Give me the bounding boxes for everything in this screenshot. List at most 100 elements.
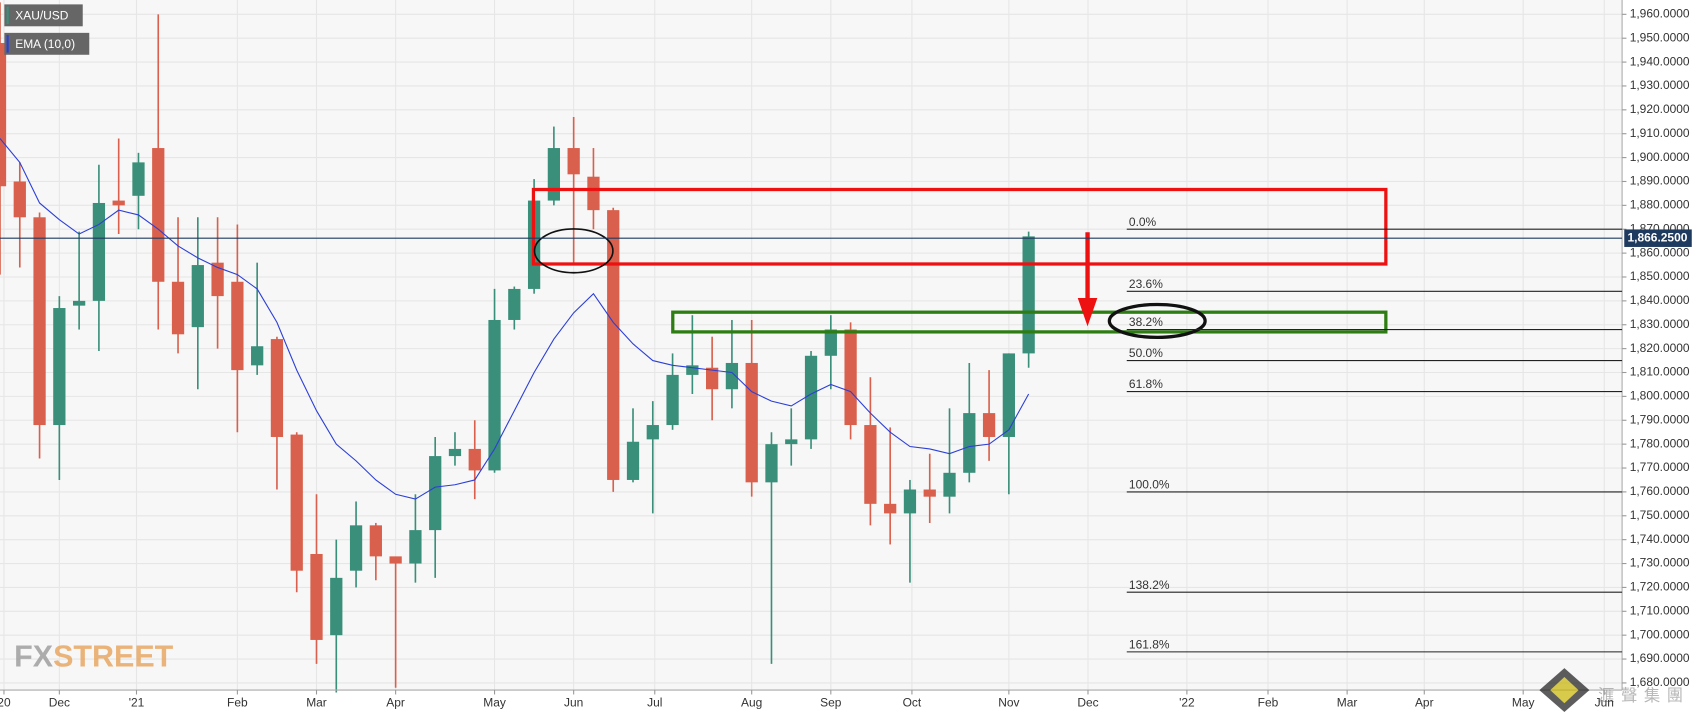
candle-body: [152, 148, 165, 282]
x-tick-label: Nov: [998, 695, 1019, 709]
x-tick-label: Apr: [386, 695, 405, 709]
marks: [0, 2, 1035, 693]
candle-body: [508, 288, 521, 320]
candle-body: [72, 300, 86, 306]
x-tick-label: Jun: [564, 695, 583, 709]
logo-part: FX: [14, 639, 54, 673]
legend-swatch: [6, 35, 9, 53]
candle-body: [251, 346, 264, 366]
candle-body: [587, 176, 600, 211]
x-tick-label: Oct: [903, 695, 922, 709]
x-tick-label: Aug: [741, 695, 762, 709]
x-tick-label: Sep: [820, 695, 842, 709]
candle-body: [706, 367, 719, 390]
candle-body: [132, 162, 145, 196]
x-tick-label: Jul: [647, 695, 662, 709]
y-tick-label: 1,910.0000: [1630, 126, 1690, 140]
y-tick-label: 1,820.0000: [1630, 341, 1690, 355]
candle-body: [745, 362, 758, 483]
y-tick-label: 1,860.0000: [1630, 245, 1690, 259]
legend-swatch: [6, 6, 9, 25]
logo: FXSTREET: [14, 639, 173, 673]
y-tick-label: 1,920.0000: [1630, 102, 1690, 116]
x-tick-label: Feb: [1258, 695, 1279, 709]
y-tick-label: 1,830.0000: [1630, 317, 1690, 331]
candle-body: [270, 339, 284, 437]
candle-body: [666, 374, 679, 426]
y-tick-label: 1,900.0000: [1630, 150, 1690, 164]
ema-line: [0, 138, 1030, 500]
candle-body: [646, 425, 659, 440]
annotations: [531, 187, 1388, 340]
x-tick-label: Dec: [1077, 695, 1098, 709]
candle-body: [686, 365, 699, 375]
candle-body: [844, 329, 857, 426]
candle-body: [1002, 353, 1015, 437]
candle-body: [389, 556, 402, 564]
candle-body: [409, 530, 422, 564]
x-tick-label: 20: [0, 695, 11, 709]
y-tick-label: 1,780.0000: [1630, 436, 1690, 450]
candle-body: [330, 577, 343, 636]
x-tick-label: '21: [129, 695, 145, 709]
y-tick-label: 1,750.0000: [1630, 508, 1690, 522]
candle-body: [448, 448, 462, 457]
candle-body: [1022, 236, 1035, 354]
candle-body: [804, 355, 818, 440]
x-tick-label: Feb: [227, 695, 248, 709]
y-tick-label: 1,790.0000: [1630, 412, 1690, 426]
candle-body: [547, 148, 561, 201]
candle-body: [884, 503, 897, 514]
y-tick-label: 1,960.0000: [1630, 6, 1690, 20]
y-tick-label: 1,760.0000: [1630, 484, 1690, 498]
candle-body: [0, 42, 7, 187]
candle-body: [903, 489, 917, 514]
candle-body: [369, 525, 382, 557]
y-tick-label: 1,850.0000: [1630, 269, 1690, 283]
price-badge: [1624, 229, 1692, 247]
candle-body: [171, 281, 185, 335]
y-tick-label: 1,770.0000: [1630, 460, 1690, 474]
y-tick-label: 1,840.0000: [1630, 293, 1690, 307]
y-tick-label: 1,810.0000: [1630, 365, 1690, 379]
candle-body: [864, 425, 877, 504]
y-tick-label: 1,680.0000: [1630, 675, 1690, 689]
legend-label: EMA (10,0): [15, 37, 75, 51]
candle-body: [963, 413, 976, 473]
candle-body: [33, 217, 46, 426]
y-tick-label: 1,890.0000: [1630, 174, 1690, 188]
candle-body: [290, 434, 303, 571]
fib-label: 138.2%: [1129, 578, 1170, 592]
candle-body: [765, 444, 778, 483]
legend-box: [4, 4, 83, 27]
fib-label: 50.0%: [1129, 346, 1163, 360]
fib-label: 0.0%: [1129, 215, 1157, 229]
fib-label: 100.0%: [1129, 477, 1170, 491]
candle-body: [607, 210, 620, 480]
y-tick-label: 1,700.0000: [1630, 627, 1690, 641]
candle-body: [943, 472, 956, 497]
y-tick-label: 1,940.0000: [1630, 54, 1690, 68]
candle-body: [824, 329, 837, 356]
x-tick-label: Apr: [1415, 695, 1434, 709]
legend: XAU/USD EMA (10,0): [4, 4, 90, 55]
legend-label: XAU/USD: [15, 9, 69, 23]
x-tick-label: Mar: [1337, 695, 1358, 709]
candle-body: [112, 200, 125, 206]
y-tick-label: 1,740.0000: [1630, 532, 1690, 546]
candle-body: [567, 148, 580, 175]
arrow-head: [1077, 297, 1098, 327]
y-tick-label: 1,730.0000: [1630, 556, 1690, 570]
fib-label: 38.2%: [1129, 315, 1163, 329]
y-tick-label: 1,720.0000: [1630, 580, 1690, 594]
y-tick-label: 1,800.0000: [1630, 389, 1690, 403]
candle-body: [725, 362, 739, 390]
candle-body: [982, 413, 996, 437]
x-tick-label: '22: [1179, 695, 1195, 709]
candle-body: [211, 262, 224, 297]
highlight-ellipse: [533, 228, 614, 274]
watermark: 滙聲集團: [1539, 668, 1683, 712]
y-tick-label: 1,930.0000: [1630, 78, 1690, 92]
y-tick-label: 1,950.0000: [1630, 30, 1690, 44]
